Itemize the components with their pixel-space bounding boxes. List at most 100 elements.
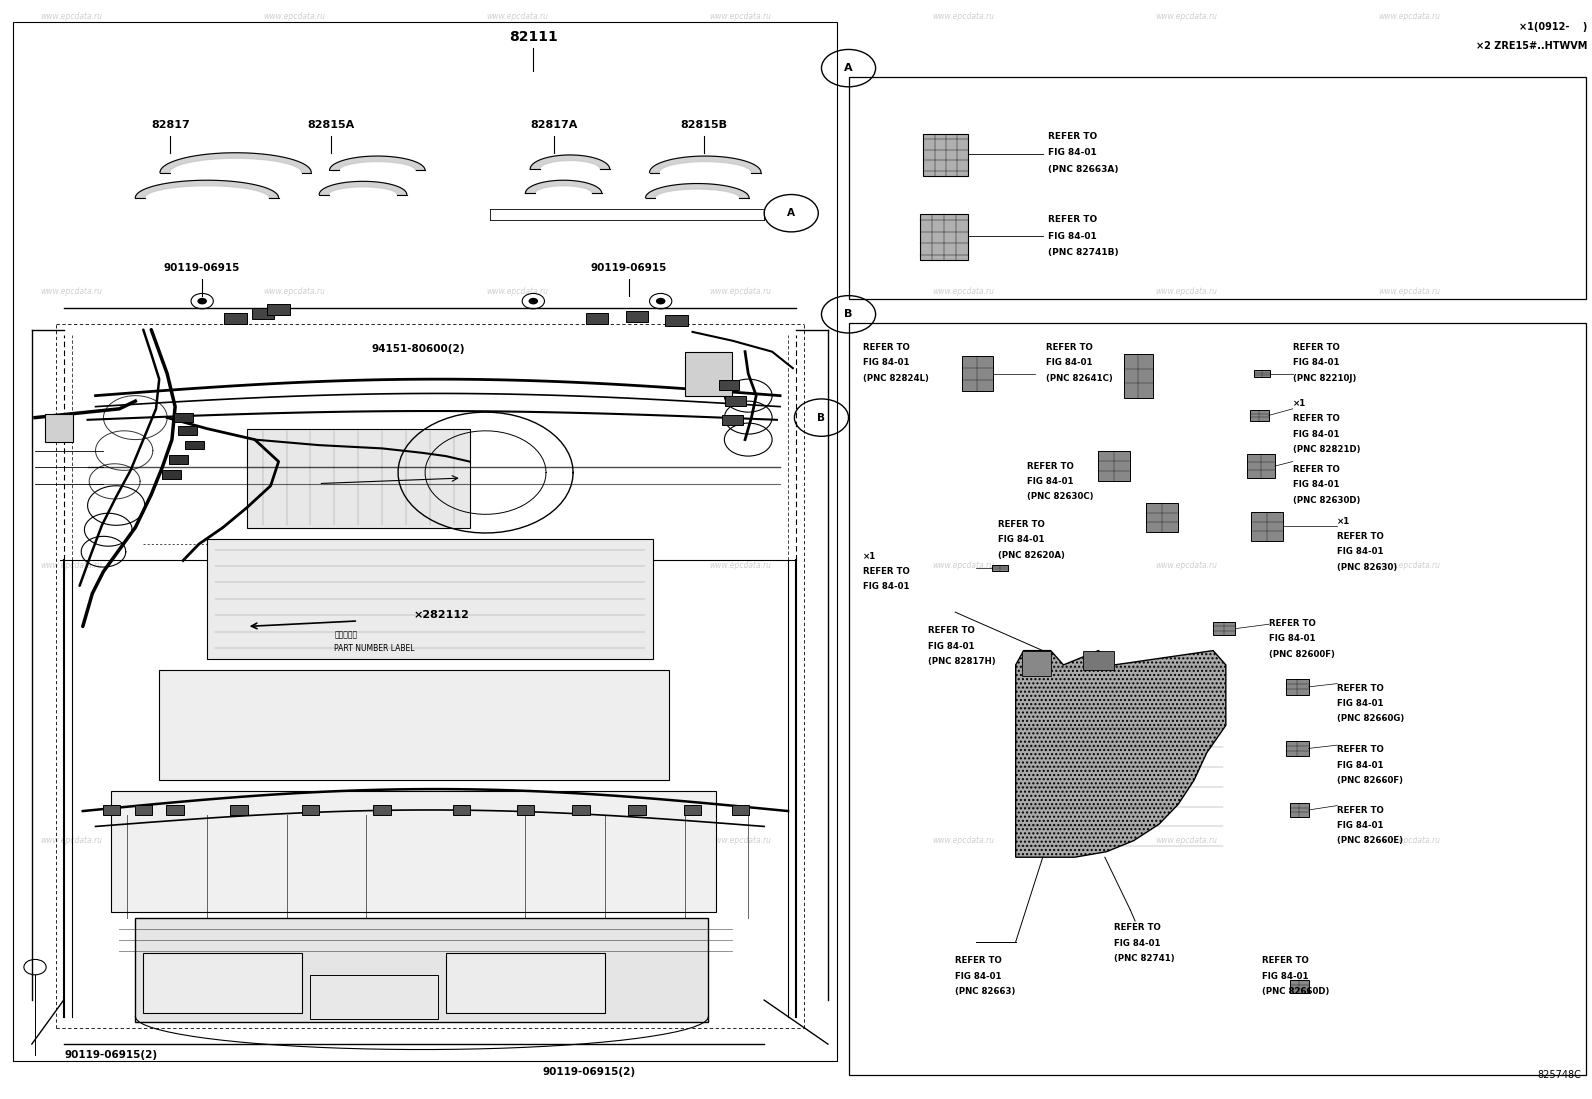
Text: REFER TO: REFER TO — [1337, 806, 1383, 814]
Text: REFER TO: REFER TO — [1269, 619, 1315, 628]
Text: FIG 84-01: FIG 84-01 — [1048, 148, 1097, 157]
Polygon shape — [1083, 651, 1114, 670]
Text: (PNC 82630C): (PNC 82630C) — [1027, 492, 1094, 501]
Text: (PNC 82620A): (PNC 82620A) — [998, 551, 1065, 559]
Text: www.epcdata.ru: www.epcdata.ru — [1379, 12, 1439, 21]
Text: FIG 84-01: FIG 84-01 — [1293, 358, 1339, 367]
Text: (PNC 82821D): (PNC 82821D) — [1293, 445, 1360, 454]
Bar — [1251, 512, 1283, 541]
Text: REFER TO: REFER TO — [863, 343, 909, 352]
Text: (PNC 82660D): (PNC 82660D) — [1262, 987, 1329, 996]
Text: www.epcdata.ru: www.epcdata.ru — [264, 12, 325, 21]
Bar — [185, 441, 204, 449]
Bar — [992, 565, 1008, 571]
Bar — [135, 918, 708, 1022]
Text: A: A — [786, 208, 796, 219]
Bar — [1286, 679, 1309, 695]
Text: REFER TO: REFER TO — [1293, 465, 1339, 474]
Bar — [1247, 454, 1275, 478]
Bar — [167, 804, 185, 815]
Text: www.epcdata.ru: www.epcdata.ru — [41, 287, 102, 296]
Bar — [626, 311, 648, 322]
Text: ×282112: ×282112 — [414, 610, 470, 621]
Text: www.epcdata.ru: www.epcdata.ru — [487, 836, 548, 845]
Text: 82815B: 82815B — [680, 120, 728, 131]
Bar — [732, 804, 750, 815]
Text: PART NUMBER LABEL: PART NUMBER LABEL — [334, 644, 416, 653]
Text: www.epcdata.ru: www.epcdata.ru — [264, 287, 325, 296]
Bar — [224, 313, 247, 324]
Text: REFER TO: REFER TO — [1337, 684, 1383, 692]
Text: ×1: ×1 — [863, 552, 876, 560]
Bar — [1146, 503, 1178, 532]
Text: REFER TO: REFER TO — [955, 956, 1001, 965]
Text: FIG 84-01: FIG 84-01 — [1293, 480, 1339, 489]
Bar — [229, 804, 248, 815]
Text: FIG 84-01: FIG 84-01 — [863, 582, 909, 591]
Bar — [102, 804, 121, 815]
Bar — [920, 214, 968, 260]
Text: www.epcdata.ru: www.epcdata.ru — [41, 836, 102, 845]
Text: B: B — [817, 412, 826, 423]
Text: REFER TO: REFER TO — [1337, 745, 1383, 754]
Text: (PNC 82600F): (PNC 82600F) — [1269, 650, 1334, 658]
Text: B: B — [844, 309, 853, 320]
Text: www.epcdata.ru: www.epcdata.ru — [487, 12, 548, 21]
Bar — [169, 455, 188, 464]
Text: 82817: 82817 — [151, 120, 189, 131]
Text: www.epcdata.ru: www.epcdata.ru — [264, 836, 325, 845]
Polygon shape — [530, 155, 610, 169]
Text: FIG 84-01: FIG 84-01 — [1337, 699, 1383, 708]
Bar — [134, 804, 153, 815]
Bar — [726, 396, 747, 406]
Bar — [178, 426, 197, 435]
Text: 82815A: 82815A — [307, 120, 355, 131]
Bar — [207, 539, 653, 659]
Text: www.epcdata.ru: www.epcdata.ru — [710, 287, 771, 296]
Text: www.epcdata.ru: www.epcdata.ru — [1156, 287, 1216, 296]
Polygon shape — [330, 156, 425, 170]
Bar — [720, 379, 739, 389]
Bar — [373, 804, 390, 815]
Polygon shape — [525, 180, 602, 193]
Text: 90119-06915(2): 90119-06915(2) — [543, 1066, 635, 1077]
Text: FIG 84-01: FIG 84-01 — [1262, 972, 1309, 980]
Bar — [1250, 410, 1269, 421]
Bar — [45, 414, 73, 442]
Polygon shape — [318, 181, 408, 195]
Text: FIG 84-01: FIG 84-01 — [1046, 358, 1092, 367]
Bar — [1286, 741, 1309, 756]
Text: www.epcdata.ru: www.epcdata.ru — [264, 562, 325, 570]
Text: (PNC 82741B): (PNC 82741B) — [1048, 248, 1118, 257]
Text: ×2 ZRE15#..HTWVM: ×2 ZRE15#..HTWVM — [1476, 41, 1587, 52]
Text: (PNC 82630D): (PNC 82630D) — [1293, 496, 1360, 504]
Text: www.epcdata.ru: www.epcdata.ru — [1379, 562, 1439, 570]
Bar — [685, 804, 702, 815]
Bar — [252, 308, 274, 319]
Text: (PNC 82660F): (PNC 82660F) — [1337, 776, 1403, 785]
Text: REFER TO: REFER TO — [1027, 462, 1073, 470]
Text: 90119-06915: 90119-06915 — [591, 263, 667, 274]
Text: www.epcdata.ru: www.epcdata.ru — [1156, 836, 1216, 845]
Bar — [174, 413, 193, 422]
Text: FIG 84-01: FIG 84-01 — [1293, 430, 1339, 439]
Text: (PNC 82663A): (PNC 82663A) — [1048, 165, 1118, 174]
Bar — [111, 791, 716, 912]
Text: 82111: 82111 — [509, 31, 557, 44]
Bar — [627, 804, 646, 815]
Text: www.epcdata.ru: www.epcdata.ru — [710, 836, 771, 845]
Text: (PNC 82641C): (PNC 82641C) — [1046, 374, 1113, 382]
Text: REFER TO: REFER TO — [1262, 956, 1309, 965]
Bar — [162, 470, 181, 479]
Text: (PNC 82660E): (PNC 82660E) — [1337, 836, 1403, 845]
Bar — [267, 304, 290, 315]
Text: www.epcdata.ru: www.epcdata.ru — [41, 12, 102, 21]
Text: 825748C: 825748C — [1536, 1069, 1581, 1080]
Text: REFER TO: REFER TO — [1048, 132, 1097, 141]
Text: FIG 84-01: FIG 84-01 — [998, 535, 1044, 544]
Bar — [143, 953, 302, 1013]
Bar — [159, 670, 669, 780]
Polygon shape — [650, 156, 761, 173]
Text: FIG 84-01: FIG 84-01 — [1114, 939, 1161, 947]
Bar — [923, 134, 968, 176]
